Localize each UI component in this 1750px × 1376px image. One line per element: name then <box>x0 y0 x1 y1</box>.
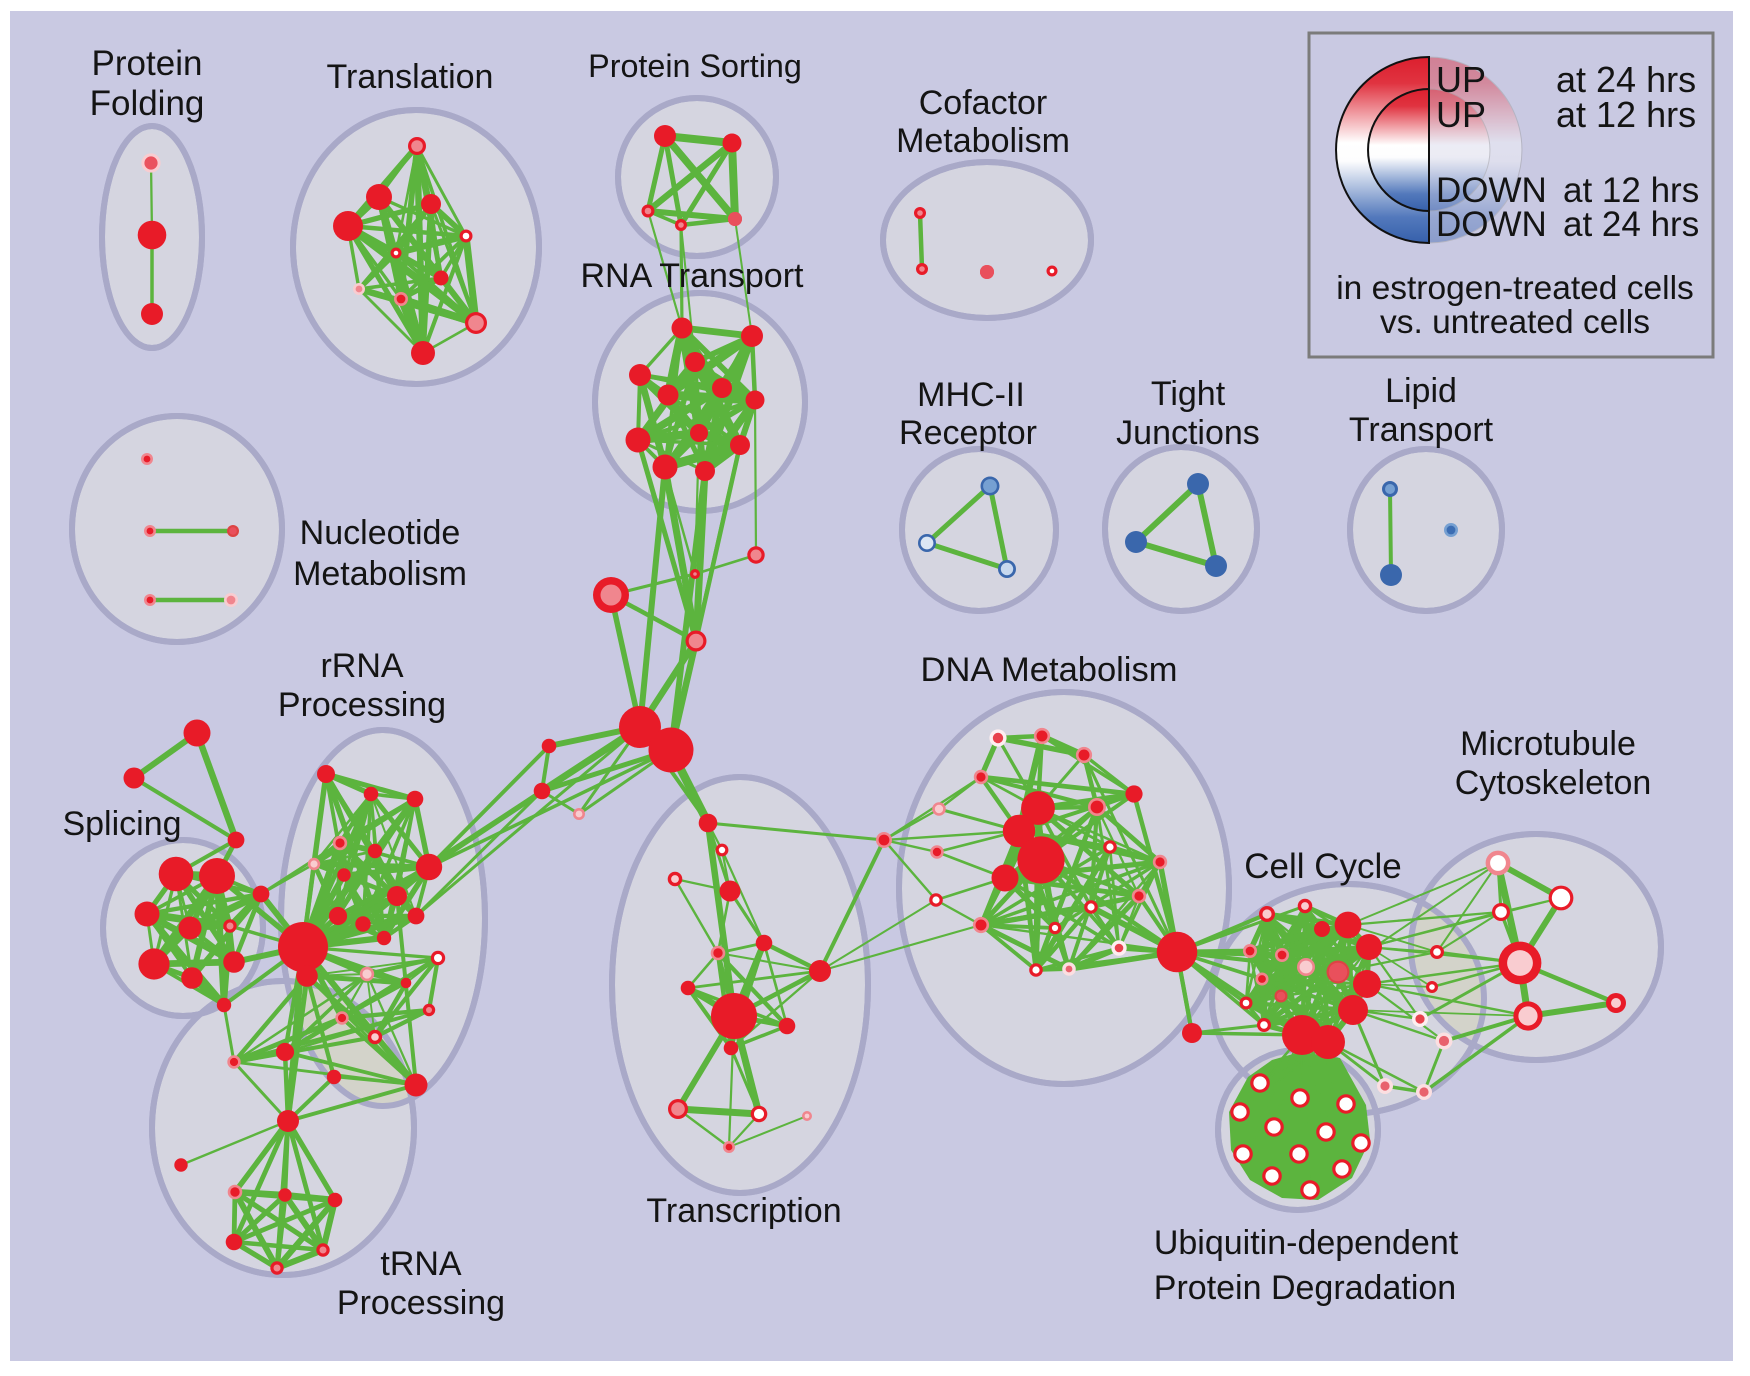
svg-text:rRNA: rRNA <box>320 647 403 685</box>
svg-text:Tight: Tight <box>1151 375 1226 413</box>
svg-text:Transport: Transport <box>1349 411 1494 449</box>
svg-text:DOWN: DOWN <box>1436 171 1547 210</box>
svg-text:Junctions: Junctions <box>1116 414 1260 452</box>
svg-text:Processing: Processing <box>337 1284 505 1322</box>
svg-text:vs. untreated cells: vs. untreated cells <box>1380 304 1650 341</box>
svg-text:Cytoskeleton: Cytoskeleton <box>1455 764 1652 802</box>
svg-text:at 12 hrs: at 12 hrs <box>1563 171 1699 210</box>
svg-text:Transcription: Transcription <box>646 1192 841 1230</box>
svg-text:Lipid: Lipid <box>1385 372 1457 410</box>
svg-text:Folding: Folding <box>90 84 205 123</box>
svg-text:in estrogen-treated cells: in estrogen-treated cells <box>1336 270 1694 307</box>
svg-text:Ubiquitin-dependent: Ubiquitin-dependent <box>1154 1224 1459 1262</box>
svg-text:UP: UP <box>1436 59 1486 100</box>
svg-text:Cell Cycle: Cell Cycle <box>1244 847 1402 886</box>
svg-text:Protein: Protein <box>92 44 203 83</box>
svg-text:Microtubule: Microtubule <box>1460 725 1636 763</box>
svg-text:UP: UP <box>1436 94 1486 135</box>
svg-text:Nucleotide: Nucleotide <box>300 514 461 552</box>
svg-text:at 24 hrs: at 24 hrs <box>1563 205 1699 244</box>
svg-text:tRNA: tRNA <box>380 1245 462 1283</box>
svg-text:Protein Degradation: Protein Degradation <box>1154 1269 1456 1307</box>
svg-text:Protein Sorting: Protein Sorting <box>588 48 802 84</box>
svg-text:MHC-II: MHC-II <box>917 376 1025 414</box>
svg-text:DOWN: DOWN <box>1436 205 1547 244</box>
svg-text:Cofactor: Cofactor <box>919 84 1048 122</box>
svg-text:Translation: Translation <box>327 58 494 96</box>
svg-text:Processing: Processing <box>278 686 446 724</box>
svg-text:Splicing: Splicing <box>62 805 181 843</box>
svg-text:Metabolism: Metabolism <box>293 555 467 593</box>
svg-text:Receptor: Receptor <box>899 414 1037 452</box>
svg-text:Metabolism: Metabolism <box>896 122 1070 160</box>
svg-text:DNA Metabolism: DNA Metabolism <box>921 651 1178 689</box>
svg-text:at 24 hrs: at 24 hrs <box>1556 59 1696 100</box>
svg-text:RNA Transport: RNA Transport <box>581 257 805 295</box>
svg-text:at 12 hrs: at 12 hrs <box>1556 94 1696 135</box>
